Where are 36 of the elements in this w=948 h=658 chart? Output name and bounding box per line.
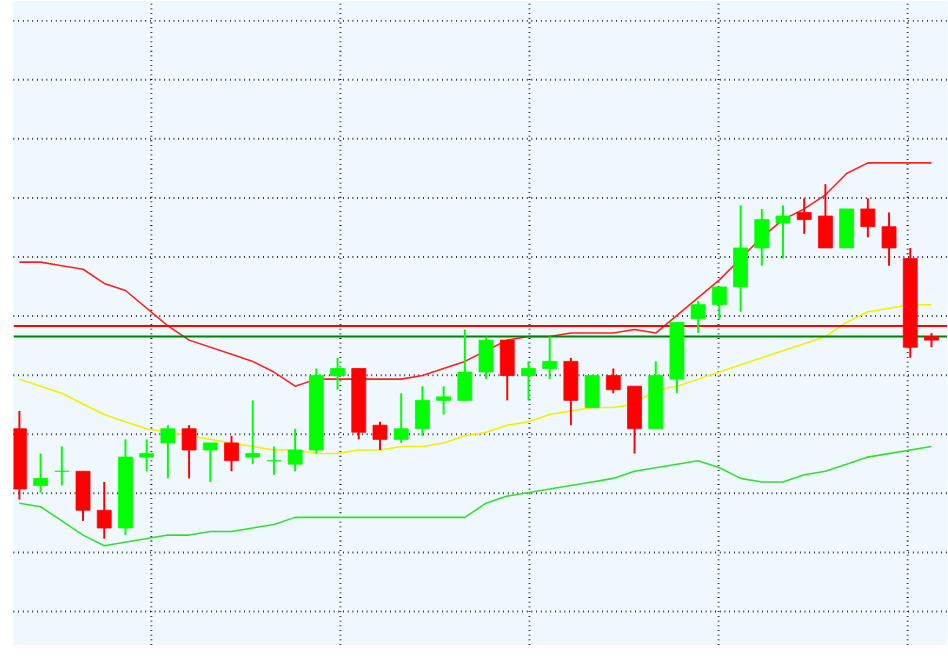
candlestick bbox=[605, 367, 621, 395]
candlestick bbox=[160, 424, 176, 480]
candlestick bbox=[690, 299, 706, 334]
candlestick bbox=[330, 356, 345, 391]
candlestick bbox=[754, 207, 770, 267]
candlestick bbox=[202, 441, 218, 483]
candlestick bbox=[733, 204, 748, 313]
candlestick bbox=[372, 420, 388, 451]
candlestick bbox=[266, 445, 282, 476]
candlestick bbox=[96, 480, 112, 540]
candlestick bbox=[563, 356, 579, 426]
candlestick bbox=[711, 285, 727, 320]
candlestick bbox=[436, 385, 452, 416]
candlestick bbox=[54, 445, 70, 487]
candlestick bbox=[457, 328, 473, 402]
candlestick bbox=[393, 392, 409, 444]
candlestick bbox=[245, 399, 261, 465]
candlestick bbox=[584, 374, 600, 409]
candlestick bbox=[75, 470, 91, 522]
candlestick bbox=[224, 434, 239, 473]
candlestick bbox=[839, 207, 855, 249]
candlestick bbox=[499, 338, 515, 402]
candlestick bbox=[181, 424, 197, 480]
candlestick bbox=[796, 197, 812, 235]
candlestick bbox=[818, 182, 833, 249]
candlestick bbox=[881, 211, 897, 267]
candlestick bbox=[542, 335, 558, 380]
candlestick bbox=[33, 452, 48, 494]
candlestick bbox=[287, 427, 303, 473]
candlestick bbox=[521, 360, 536, 402]
candlestick bbox=[860, 197, 876, 239]
candlestick bbox=[775, 204, 791, 260]
candlestick bbox=[415, 385, 430, 437]
candlestick bbox=[478, 335, 494, 380]
candlestick bbox=[139, 438, 155, 473]
candlestick bbox=[627, 385, 642, 455]
